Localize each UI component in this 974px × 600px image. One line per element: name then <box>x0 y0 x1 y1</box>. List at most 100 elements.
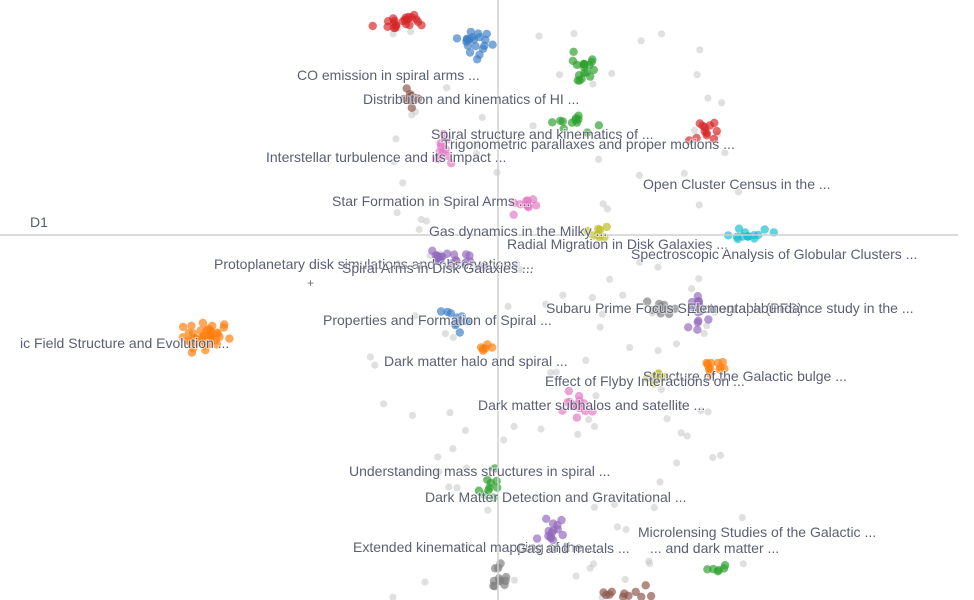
cluster-2-point[interactable] <box>569 47 578 56</box>
cluster-13-point[interactable] <box>684 323 693 332</box>
cluster-13-point[interactable] <box>694 316 703 325</box>
cluster-25-point[interactable] <box>631 587 640 597</box>
cluster-19-point[interactable] <box>574 391 584 401</box>
cluster-0-point[interactable] <box>391 23 400 33</box>
cluster-21-point[interactable] <box>532 534 542 543</box>
cluster-11-point[interactable] <box>465 251 474 260</box>
cluster-14-point[interactable] <box>643 297 652 306</box>
cluster-17-point[interactable] <box>706 369 715 379</box>
cluster-13-point[interactable] <box>704 315 713 324</box>
cluster-19-point[interactable] <box>588 407 597 416</box>
cluster-3-point[interactable] <box>594 121 604 130</box>
cluster-21-point[interactable] <box>542 514 551 523</box>
cluster-20-point[interactable] <box>489 493 498 502</box>
cluster-20-point[interactable] <box>493 483 502 492</box>
cluster-18-point[interactable] <box>649 379 658 388</box>
cluster-19-point[interactable] <box>572 413 582 422</box>
cluster-3-point[interactable] <box>548 118 557 127</box>
cluster-22-point[interactable] <box>703 565 712 574</box>
cluster-0-point[interactable] <box>368 21 377 31</box>
cluster-1-point[interactable] <box>474 29 483 38</box>
cluster-23-point[interactable] <box>501 576 510 585</box>
cluster-21-point[interactable] <box>558 530 567 540</box>
cluster-5-point[interactable] <box>709 134 719 144</box>
cluster-1-point[interactable] <box>473 55 482 64</box>
cluster-1-point[interactable] <box>452 34 462 43</box>
cluster-1-point[interactable] <box>488 40 497 49</box>
cluster-3-point[interactable] <box>558 117 567 126</box>
cluster-15-point[interactable] <box>189 344 198 353</box>
cluster-12-point[interactable] <box>451 319 460 328</box>
cluster-5-point[interactable] <box>692 133 701 143</box>
cluster-7-point[interactable] <box>509 210 518 219</box>
cluster-2-point[interactable] <box>580 68 589 78</box>
cluster-13-point[interactable] <box>693 302 702 312</box>
cluster-6-point[interactable] <box>441 145 450 154</box>
cluster-12-point[interactable] <box>463 317 472 326</box>
cluster-1-point[interactable] <box>478 44 488 53</box>
cluster-11-point[interactable] <box>478 262 488 271</box>
cluster-13-point[interactable] <box>693 325 702 334</box>
cluster-14-point[interactable] <box>648 305 658 315</box>
cluster-15-point[interactable] <box>196 326 205 335</box>
cluster-14-point[interactable] <box>655 299 664 309</box>
cluster-11-point[interactable] <box>462 258 471 267</box>
cluster-23-point[interactable] <box>490 564 500 573</box>
cluster-25-point[interactable] <box>641 581 650 590</box>
cluster-15-point[interactable] <box>205 325 215 335</box>
cluster-12-point[interactable] <box>446 309 455 318</box>
cluster-19-point[interactable] <box>573 402 582 411</box>
cluster-5-point[interactable] <box>702 128 711 138</box>
cluster-8-point[interactable] <box>594 224 603 234</box>
cluster-16-point[interactable] <box>478 344 488 354</box>
cluster-17-point[interactable] <box>716 363 725 372</box>
cluster-14-point[interactable] <box>654 306 664 315</box>
cluster-2-point[interactable] <box>579 62 589 72</box>
cluster-7-point[interactable] <box>509 198 519 207</box>
cluster-22-point[interactable] <box>713 567 722 576</box>
cluster-25-point[interactable] <box>618 592 628 600</box>
cluster-21-point[interactable] <box>548 519 558 528</box>
cluster-10-point[interactable] <box>428 246 437 255</box>
cluster-21-point[interactable] <box>549 536 558 545</box>
cluster-20-point[interactable] <box>485 483 494 492</box>
cluster-24-point[interactable] <box>601 590 611 600</box>
cluster-4-point[interactable] <box>407 103 416 113</box>
cluster-15-point[interactable] <box>225 334 234 343</box>
cluster-11-point[interactable] <box>452 256 461 265</box>
cluster-19-point[interactable] <box>558 406 567 415</box>
cluster-0-point[interactable] <box>383 17 393 26</box>
cluster-5-point[interactable] <box>685 136 694 145</box>
cluster-21-point[interactable] <box>557 515 566 525</box>
cluster-15-point[interactable] <box>184 328 193 337</box>
cluster-1-point[interactable] <box>471 42 480 51</box>
cluster-23-point[interactable] <box>490 582 499 591</box>
cluster-0-point[interactable] <box>412 15 421 24</box>
cluster-12-point[interactable] <box>457 312 467 321</box>
cluster-9-point[interactable] <box>734 224 744 233</box>
cluster-0-point[interactable] <box>401 19 411 29</box>
cluster-7-point[interactable] <box>522 196 531 206</box>
cluster-20-point[interactable] <box>490 464 499 473</box>
cluster-3-point[interactable] <box>583 128 592 137</box>
cluster-6-point[interactable] <box>443 151 453 161</box>
cluster-6-point[interactable] <box>436 139 445 148</box>
cluster-15-point[interactable] <box>219 323 229 332</box>
cluster-13-point[interactable] <box>693 292 702 301</box>
cluster-19-point[interactable] <box>564 386 573 396</box>
cluster-3-point[interactable] <box>571 114 581 123</box>
cluster-12-point[interactable] <box>436 307 446 316</box>
cluster-1-point[interactable] <box>482 29 491 39</box>
cluster-15-point[interactable] <box>201 346 210 355</box>
cluster-17-point[interactable] <box>702 358 711 368</box>
cluster-14-point[interactable] <box>670 304 680 313</box>
cluster-21-point[interactable] <box>553 525 562 534</box>
cluster-5-point[interactable] <box>710 118 719 128</box>
cluster-3-point[interactable] <box>559 124 568 133</box>
cluster-15-point[interactable] <box>215 332 224 342</box>
cluster-0-point[interactable] <box>401 13 410 22</box>
cluster-1-point[interactable] <box>463 41 473 50</box>
cluster-8-point[interactable] <box>602 222 611 232</box>
cluster-12-point[interactable] <box>455 328 464 337</box>
